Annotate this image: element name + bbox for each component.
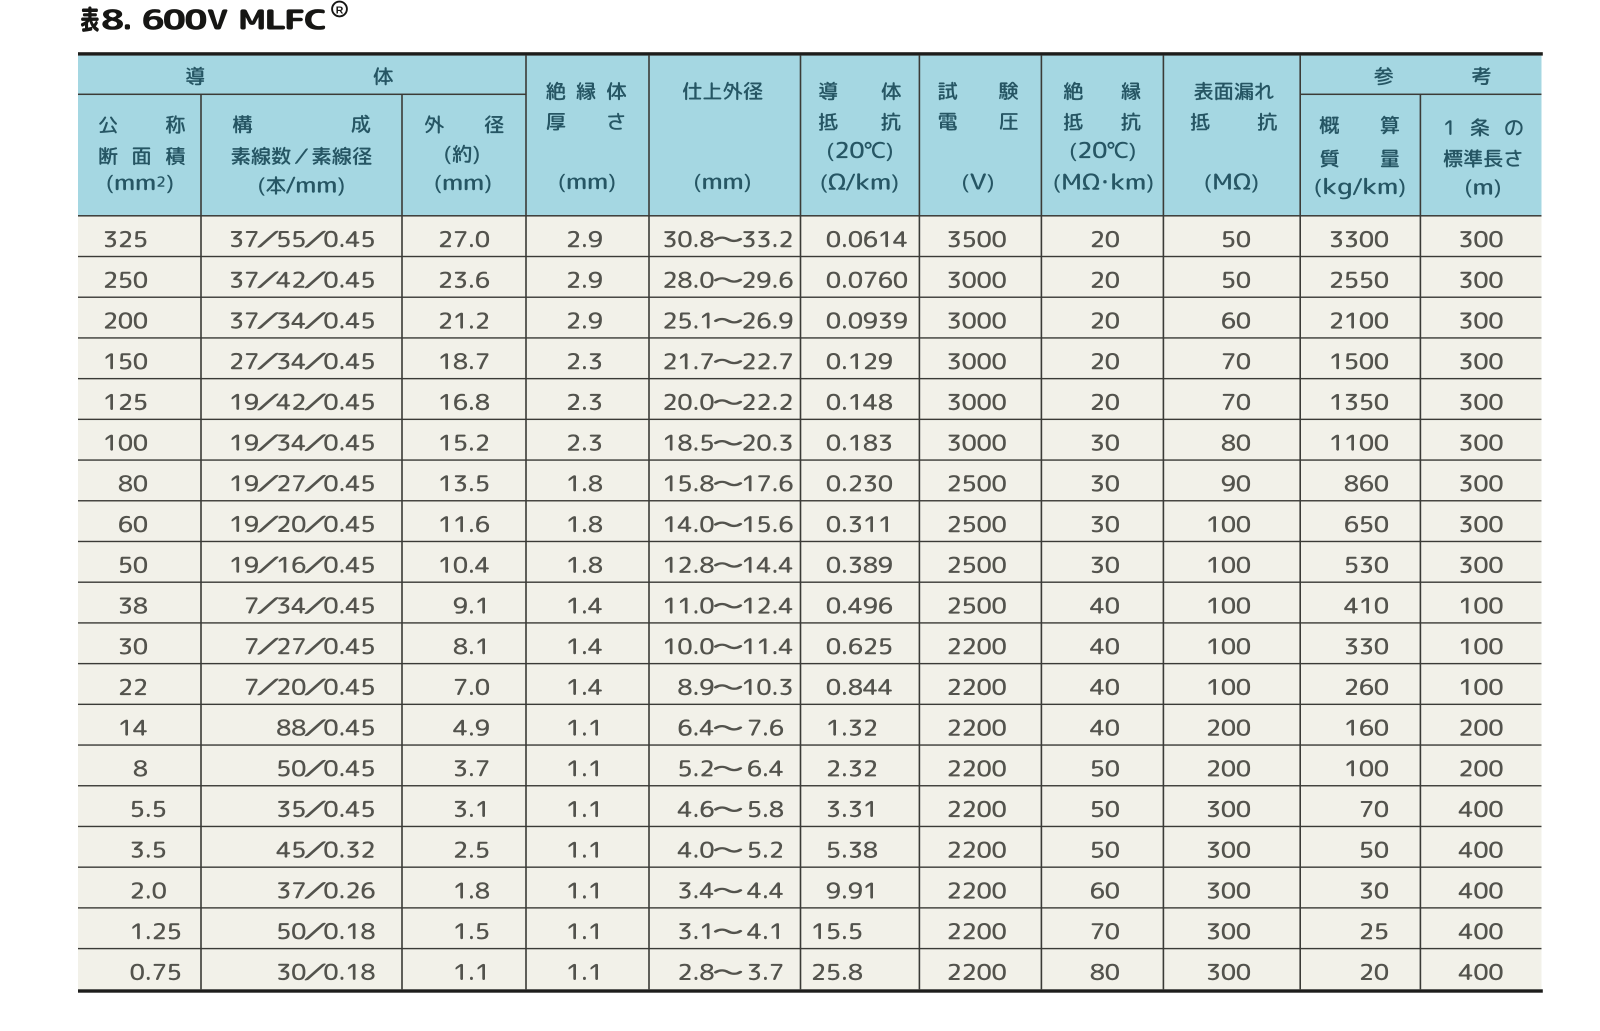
svg-text:R: R: [336, 4, 344, 16]
